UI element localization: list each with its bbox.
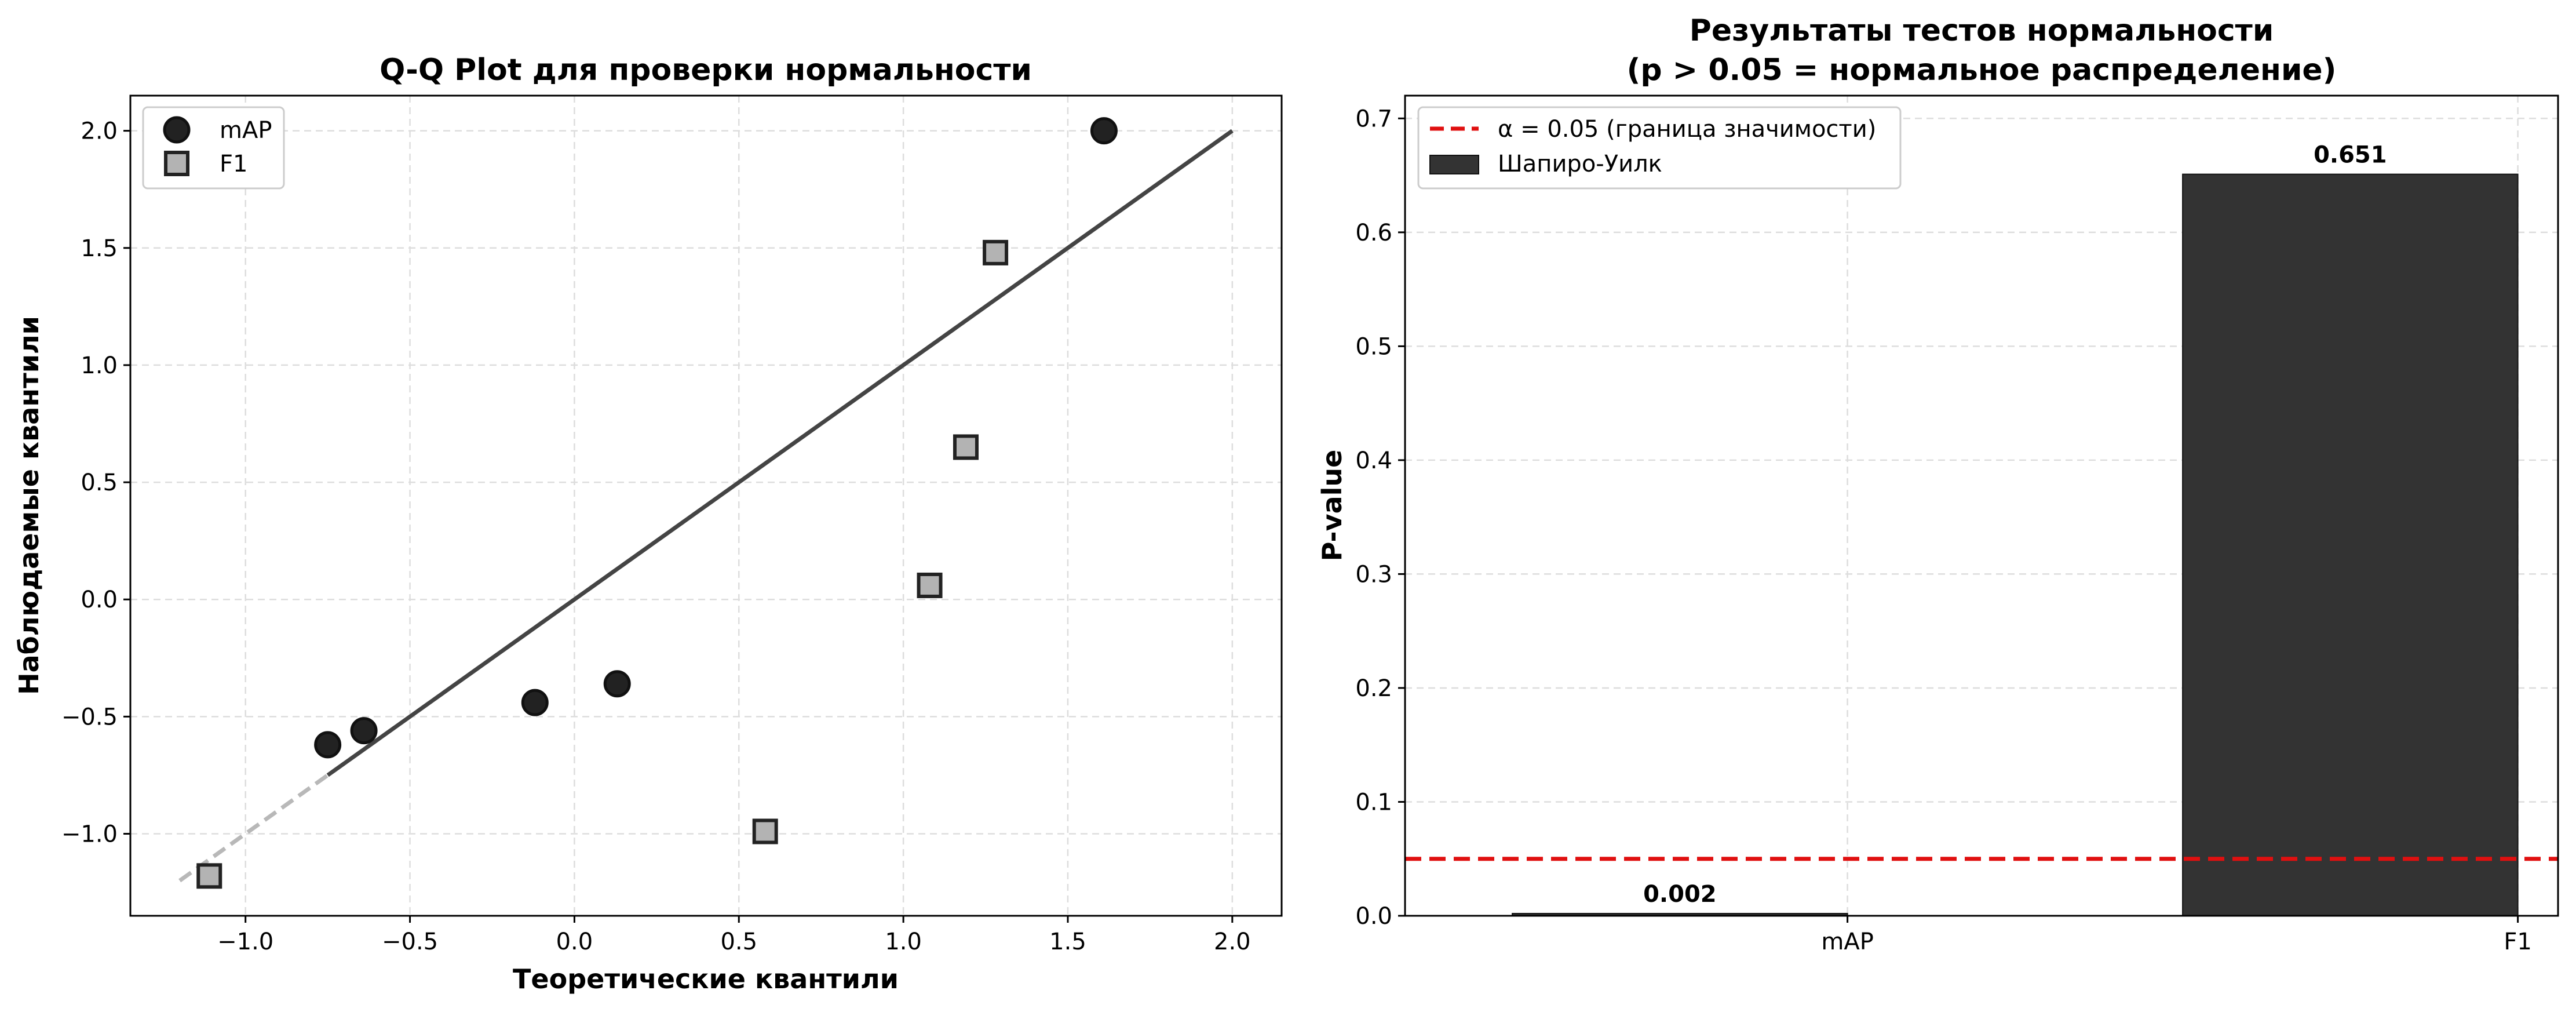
- qq-point-map: [603, 670, 631, 698]
- qq-point-f1: [953, 434, 979, 460]
- bar-value-label: 0.002: [1643, 881, 1717, 908]
- qq-x-tick-label: −0.5: [382, 929, 438, 955]
- qq-y-tick-label: 2.0: [81, 118, 118, 145]
- qq-point-map: [314, 731, 342, 759]
- qq-x-tick-label: 1.0: [885, 929, 922, 955]
- qq-y-tick-label: 0.0: [81, 587, 118, 613]
- bar-x-tick-label: F1: [2504, 929, 2531, 955]
- qq-point-map: [521, 689, 549, 716]
- bar-y-ticks: 0.0 0.1 0.2 0.3 0.4 0.5 0.6 0.7: [1355, 105, 1405, 930]
- bar-y-tick-label: 0.4: [1355, 447, 1392, 474]
- bar-y-axis-label: P-value: [1316, 450, 1348, 562]
- qq-reference-lines: [178, 129, 1234, 883]
- bar-value-labels: 0.002 0.651: [1643, 142, 2387, 908]
- qq-point-f1: [983, 239, 1009, 265]
- bar-y-tick-label: 0.6: [1355, 220, 1392, 246]
- bar-legend-box: [1417, 106, 1902, 190]
- qq-y-tick-label: 1.5: [81, 235, 118, 262]
- qq-legend-map-label: mAP: [220, 117, 272, 144]
- bar-legend-shapiro-label: Шапиро-Уилк: [1498, 151, 1662, 177]
- qq-y-tick-label: −1.0: [61, 821, 118, 848]
- qq-title: Q-Q Plot для проверки нормальности: [380, 53, 1032, 88]
- qq-x-axis-label: Теоретические квантили: [513, 963, 899, 995]
- bar-y-tick-label: 0.5: [1355, 333, 1392, 360]
- qq-x-tick-label: 0.5: [720, 929, 757, 955]
- qq-x-tick-label: 1.5: [1049, 929, 1086, 955]
- bar-x-tick-label: mAP: [1821, 929, 1873, 955]
- qq-x-tick-label: 0.0: [556, 929, 593, 955]
- bar-y-tick-label: 0.7: [1355, 105, 1392, 132]
- qq-axes-frame: [129, 94, 1283, 917]
- bar-title: Результаты тестов нормальности: [1690, 13, 2274, 48]
- qq-legend-f1-marker: [164, 151, 189, 176]
- bar-subtitle: (p > 0.05 = нормальное распределение): [1627, 53, 2337, 88]
- bar-legend: α = 0.05 (граница значимости) Шапиро-Уил…: [1417, 106, 1902, 190]
- bar-legend-threshold-label: α = 0.05 (граница значимости): [1498, 116, 1876, 143]
- bar-y-tick-label: 0.1: [1355, 789, 1392, 816]
- bar-y-tick-label: 0.0: [1355, 903, 1392, 930]
- qq-grid: [130, 96, 1282, 916]
- qq-points: [196, 117, 1118, 889]
- bar-axes-frame: [1404, 94, 2559, 917]
- qq-x-ticks: −1.0 −0.5 0.0 0.5 1.0 1.5 2.0: [217, 916, 1251, 955]
- qq-point-f1: [917, 572, 943, 598]
- qq-plot: −1.0 −0.5 0.0 0.5 1.0 1.5 2.0 −1.0 −0.5 0.0 0.5 1.…: [13, 53, 1283, 995]
- bar-y-tick-label: 0.2: [1355, 675, 1392, 702]
- qq-point-f1: [752, 818, 778, 844]
- qq-legend-f1-label: F1: [220, 151, 247, 177]
- qq-y-tick-label: 0.5: [81, 469, 118, 496]
- bar-x-ticks: mAP F1: [1821, 916, 2532, 955]
- qq-x-tick-label: 2.0: [1214, 929, 1251, 955]
- qq-x-tick-label: −1.0: [217, 929, 273, 955]
- qq-y-ticks: −1.0 −0.5 0.0 0.5 1.0 1.5 2.0: [61, 118, 130, 848]
- qq-reference-line-2: [326, 129, 1234, 777]
- qq-y-axis-label: Наблюдаемые квантили: [13, 316, 45, 695]
- bar-legend-shapiro-swatch: [1429, 155, 1479, 174]
- qq-point-map: [1090, 117, 1118, 145]
- qq-legend: mAP F1: [142, 106, 285, 190]
- qq-point-f1: [196, 863, 222, 889]
- qq-legend-map-marker: [163, 116, 191, 144]
- qq-point-map: [350, 717, 378, 745]
- qq-y-tick-label: −0.5: [61, 704, 118, 730]
- bar-f1: [2182, 173, 2519, 917]
- bar-y-tick-label: 0.3: [1355, 561, 1392, 588]
- bar-value-label: 0.651: [2314, 142, 2387, 169]
- qq-y-tick-label: 1.0: [81, 352, 118, 379]
